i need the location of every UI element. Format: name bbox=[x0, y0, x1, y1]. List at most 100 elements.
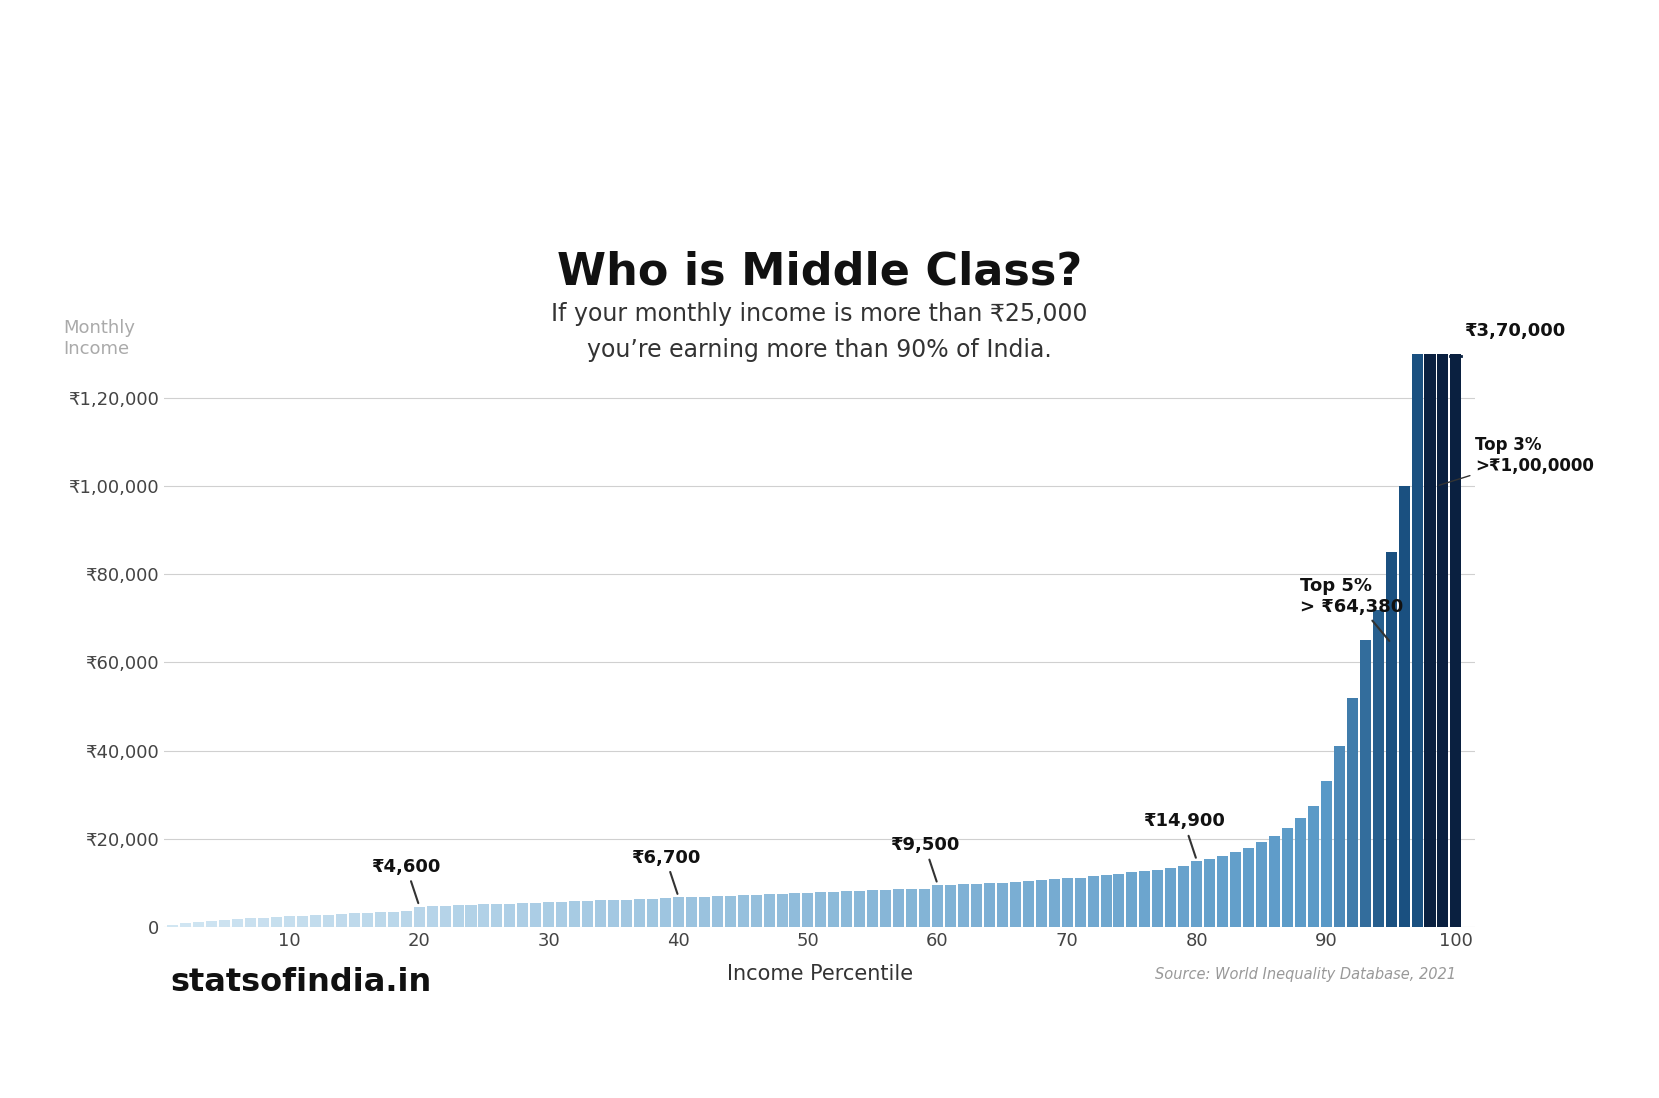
Bar bbox=[919, 888, 931, 927]
Text: Who is Middle Class?: Who is Middle Class? bbox=[557, 250, 1082, 293]
Bar bbox=[426, 906, 438, 927]
Bar bbox=[620, 899, 632, 927]
Bar bbox=[1075, 877, 1085, 927]
Bar bbox=[647, 899, 659, 927]
Bar bbox=[1243, 848, 1254, 927]
Bar bbox=[531, 903, 541, 927]
Bar bbox=[1399, 486, 1410, 927]
Bar bbox=[1229, 852, 1241, 927]
Bar bbox=[984, 883, 995, 927]
Bar bbox=[1425, 354, 1435, 927]
Bar bbox=[609, 900, 619, 927]
Bar bbox=[375, 912, 387, 927]
Bar bbox=[168, 925, 179, 927]
Bar bbox=[259, 918, 269, 927]
Bar bbox=[1307, 806, 1319, 927]
Bar bbox=[478, 905, 489, 927]
Bar bbox=[738, 895, 748, 927]
Bar bbox=[1153, 870, 1163, 927]
Bar bbox=[1334, 747, 1345, 927]
Bar bbox=[270, 917, 282, 927]
Bar bbox=[1035, 881, 1047, 927]
Bar bbox=[362, 912, 373, 927]
Bar bbox=[596, 900, 606, 927]
Bar bbox=[491, 904, 503, 927]
Bar bbox=[388, 911, 398, 927]
Bar bbox=[348, 914, 360, 927]
Bar bbox=[971, 884, 982, 927]
Bar bbox=[1347, 697, 1357, 927]
Bar bbox=[634, 899, 645, 927]
Bar bbox=[413, 907, 425, 927]
Text: ₹6,700: ₹6,700 bbox=[630, 849, 700, 894]
Bar bbox=[906, 889, 917, 927]
Bar bbox=[466, 905, 476, 927]
Text: ₹4,600: ₹4,600 bbox=[372, 858, 441, 904]
Bar bbox=[932, 885, 942, 927]
Bar bbox=[803, 893, 813, 927]
Bar bbox=[1010, 882, 1020, 927]
Bar bbox=[776, 894, 788, 927]
Bar bbox=[712, 896, 723, 927]
Bar bbox=[1437, 354, 1448, 927]
Text: If your monthly income is more than ₹25,000
you’re earning more than 90% of Indi: If your monthly income is more than ₹25,… bbox=[551, 302, 1088, 361]
Bar bbox=[297, 916, 309, 927]
Bar bbox=[453, 906, 463, 927]
Bar bbox=[1062, 878, 1073, 927]
Bar bbox=[556, 901, 567, 927]
Bar bbox=[1360, 640, 1370, 927]
Bar bbox=[893, 889, 904, 927]
Bar bbox=[1412, 354, 1422, 927]
Bar bbox=[1048, 879, 1060, 927]
Bar bbox=[957, 884, 969, 927]
Bar bbox=[504, 904, 516, 927]
Bar bbox=[246, 918, 255, 927]
Bar bbox=[1269, 836, 1281, 927]
Text: Monthly
Income: Monthly Income bbox=[63, 320, 134, 358]
Bar bbox=[1088, 876, 1098, 927]
Bar bbox=[816, 892, 826, 927]
Bar bbox=[763, 894, 775, 927]
Text: Source: World Inequality Database, 2021: Source: World Inequality Database, 2021 bbox=[1155, 967, 1455, 982]
Bar bbox=[219, 920, 231, 927]
Bar bbox=[1113, 874, 1125, 927]
Bar bbox=[440, 906, 451, 927]
Bar bbox=[1204, 859, 1214, 927]
Bar bbox=[946, 885, 956, 927]
Bar bbox=[194, 922, 204, 927]
Bar bbox=[542, 903, 554, 927]
Bar bbox=[1282, 828, 1292, 927]
Bar bbox=[1256, 842, 1267, 927]
Bar bbox=[1321, 782, 1332, 927]
Bar bbox=[1385, 552, 1397, 927]
Text: ₹3,70,000: ₹3,70,000 bbox=[1463, 322, 1564, 340]
Text: Top 3%
>₹1,00,0000: Top 3% >₹1,00,0000 bbox=[1438, 436, 1594, 485]
Bar bbox=[1372, 609, 1384, 927]
Bar bbox=[232, 919, 244, 927]
Text: statsofindia.in: statsofindia.in bbox=[171, 967, 431, 998]
Bar bbox=[1100, 875, 1112, 927]
Bar bbox=[660, 898, 670, 927]
Bar bbox=[1191, 861, 1203, 927]
Bar bbox=[868, 890, 878, 927]
Bar bbox=[1140, 871, 1150, 927]
X-axis label: Income Percentile: Income Percentile bbox=[727, 964, 912, 984]
Bar bbox=[401, 911, 411, 927]
Bar bbox=[324, 915, 333, 927]
Bar bbox=[206, 921, 217, 927]
Bar bbox=[1126, 872, 1138, 927]
Bar bbox=[997, 883, 1009, 927]
Text: ₹9,500: ₹9,500 bbox=[889, 837, 959, 882]
Bar bbox=[1296, 818, 1306, 927]
Bar bbox=[1178, 866, 1190, 927]
Bar bbox=[284, 917, 295, 927]
Bar bbox=[828, 892, 839, 927]
Bar bbox=[725, 896, 735, 927]
Text: ₹14,900: ₹14,900 bbox=[1143, 813, 1224, 858]
Bar bbox=[518, 904, 528, 927]
Bar bbox=[1022, 881, 1034, 927]
Bar bbox=[181, 923, 191, 927]
Bar bbox=[335, 914, 347, 927]
Bar bbox=[310, 915, 320, 927]
Bar bbox=[841, 892, 853, 927]
